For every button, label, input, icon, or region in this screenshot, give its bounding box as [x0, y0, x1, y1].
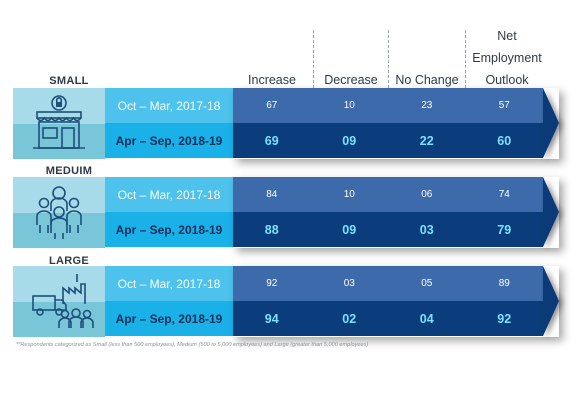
period-label: Apr – Sep, 2018-19: [105, 301, 233, 336]
net-outlook-value: 89: [498, 278, 510, 289]
decrease-value: 09: [342, 133, 357, 148]
net-outlook-value: 60: [497, 133, 512, 148]
people-group-icon: [36, 186, 82, 239]
increase-value: 67: [266, 100, 278, 111]
net-outlook-value: 79: [497, 222, 512, 237]
medium-icon-tile: [13, 177, 105, 248]
no-change-value: 23: [421, 100, 433, 111]
period-label: Oct – Mar, 2017-18: [105, 88, 233, 123]
decrease-value: 10: [343, 100, 355, 111]
table-row: 92 03 05 89: [233, 266, 543, 301]
no-change-value: 06: [421, 189, 433, 200]
footnote: **Respondents categorized as Small (less…: [16, 342, 369, 348]
decrease-value: 10: [343, 189, 355, 200]
decrease-value: 02: [342, 311, 357, 326]
no-change-value: 05: [421, 278, 433, 289]
period-label: Oct – Mar, 2017-18: [105, 177, 233, 212]
net-outlook-value: 92: [497, 311, 512, 326]
row-arrow: [543, 266, 559, 336]
period-label: Apr – Sep, 2018-19: [105, 123, 233, 158]
row-arrow: [543, 88, 559, 158]
header-net-line3: Outlook: [485, 73, 529, 87]
column-divider: [465, 30, 466, 88]
factory-truck-icon: [32, 274, 94, 328]
period-label: Oct – Mar, 2017-18: [105, 266, 233, 301]
period-label: Apr – Sep, 2018-19: [105, 212, 233, 247]
header-increase: Increase: [248, 73, 296, 87]
header-no-change: No Change: [395, 73, 459, 87]
increase-value: 69: [264, 133, 279, 148]
table-row: 88 09 03 79: [233, 212, 543, 247]
table-row: 84 10 06 74: [233, 177, 543, 212]
header-net-line1: Net: [497, 29, 517, 43]
decrease-value: 09: [342, 222, 357, 237]
column-divider: [313, 30, 314, 88]
header-decrease: Decrease: [324, 73, 378, 87]
table-row: 94 02 04 92: [233, 301, 543, 336]
header-net-line2: Employment: [472, 51, 542, 65]
category-label-large: LARGE: [49, 255, 89, 267]
increase-value: 84: [266, 189, 278, 200]
no-change-value: 22: [419, 133, 434, 148]
decrease-value: 03: [343, 278, 355, 289]
increase-value: 94: [264, 311, 279, 326]
table-row: 69 09 22 60: [233, 123, 543, 158]
category-label-small: SMALL: [49, 75, 89, 87]
increase-value: 92: [266, 278, 278, 289]
small-icon-tile: [13, 88, 105, 159]
column-divider: [388, 30, 389, 88]
table-row: 67 10 23 57: [233, 88, 543, 123]
storefront-icon: [33, 95, 85, 149]
no-change-value: 03: [419, 222, 434, 237]
row-arrow: [543, 177, 559, 247]
large-icon-tile: [13, 266, 105, 337]
net-outlook-value: 74: [498, 189, 510, 200]
header-net-employment-outlook: Net Employment Outlook: [466, 25, 548, 91]
increase-value: 88: [264, 222, 279, 237]
no-change-value: 04: [419, 311, 434, 326]
net-outlook-value: 57: [498, 100, 510, 111]
category-label-medium: MEDUIM: [45, 165, 93, 177]
